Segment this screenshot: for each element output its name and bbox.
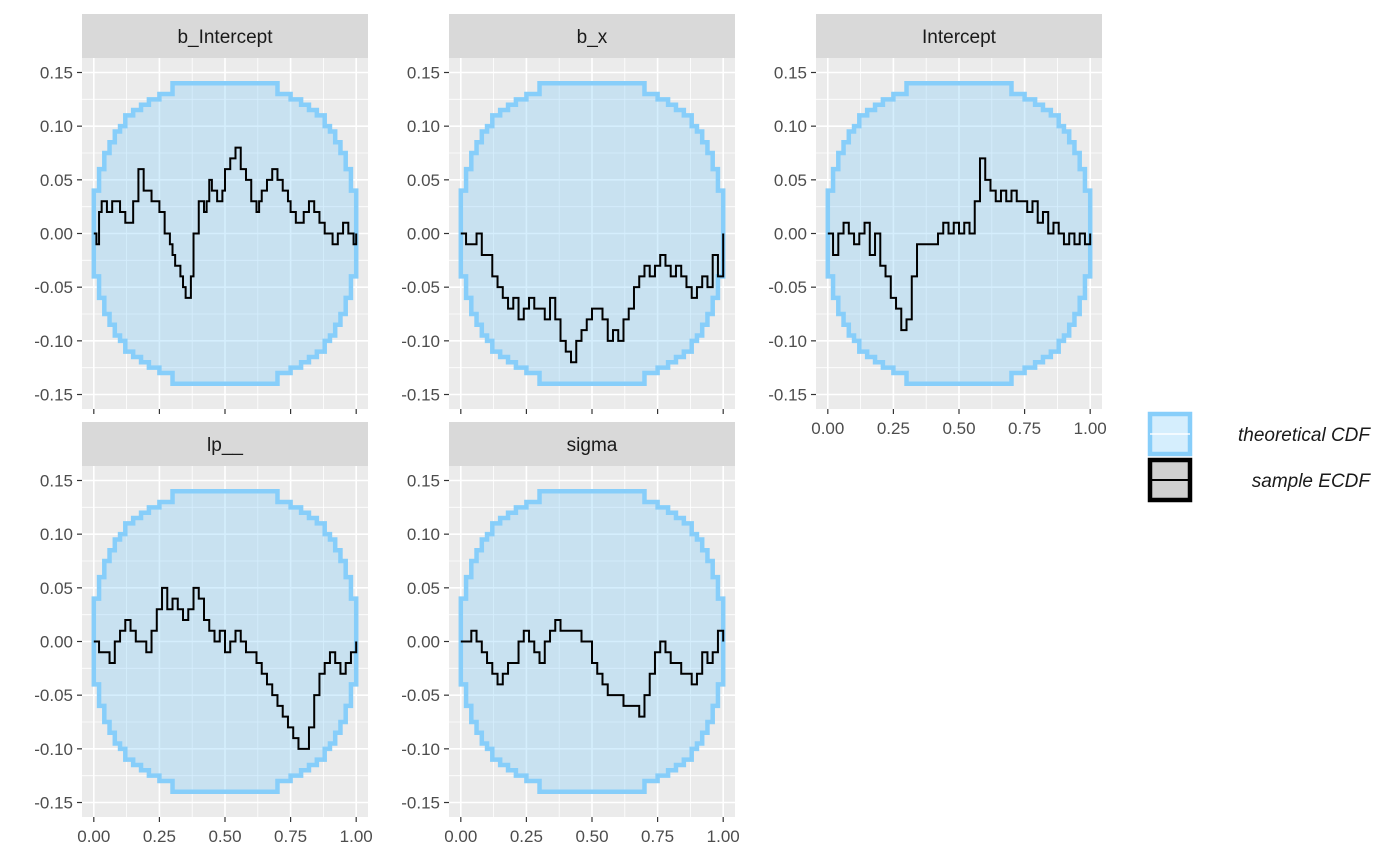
facet-strip: [449, 14, 735, 58]
y-tick-label: 0.05: [407, 171, 440, 190]
sample-ecdf-line: [460, 619, 725, 718]
x-tick-label: 0.50: [575, 827, 608, 846]
y-tick-label: 0.00: [40, 633, 73, 652]
y-tick-label: 0.00: [407, 225, 440, 244]
theoretical-cdf-band: [91, 80, 359, 387]
y-tick-label: 0.15: [407, 471, 440, 490]
facet-strip: [82, 422, 368, 466]
facet-panel: Intercept 0.15 0.10 0.05 0.00 -0.05 -0.10 -0.15…: [768, 14, 1107, 438]
x-tick-label: 1.00: [1074, 419, 1107, 438]
y-tick-label: 0.15: [40, 471, 73, 490]
facet-panel: b_Intercept 0.15 0.10 0.05 0.00 -0.05 -0.10 -0.…: [34, 14, 368, 414]
y-tick-label: -0.15: [401, 386, 440, 405]
facet-title: b_x: [577, 27, 608, 48]
x-tick-label: 0.75: [274, 827, 307, 846]
x-tick-label: 0.00: [811, 419, 844, 438]
y-tick-label: 0.05: [774, 171, 807, 190]
x-tick-label: 0.50: [942, 419, 975, 438]
x-tick-label: 1.00: [340, 827, 373, 846]
y-tick-label: 0.05: [407, 579, 440, 598]
legend: theoretical CDF sample ECDF: [1147, 411, 1372, 503]
legend-label: theoretical CDF: [1238, 425, 1371, 446]
y-tick-label: -0.10: [34, 332, 73, 351]
facet-strip: [449, 422, 735, 466]
x-tick-label: 0.25: [877, 419, 910, 438]
y-tick-label: -0.15: [401, 794, 440, 813]
x-tick-label: 0.50: [208, 827, 241, 846]
y-tick-label: -0.15: [34, 386, 73, 405]
facet-panel: sigma0.150.100.050.00-0.05-0.10-0.150.00…: [401, 422, 740, 846]
y-tick-label: -0.05: [401, 278, 440, 297]
y-tick-label: -0.05: [34, 278, 73, 297]
y-tick-label: -0.05: [34, 686, 73, 705]
y-tick-label: -0.05: [768, 278, 807, 297]
y-tick-label: 0.15: [40, 63, 73, 82]
y-tick-label: 0.15: [774, 63, 807, 82]
sample-ecdf-line: [460, 232, 725, 364]
facet-title: sigma: [567, 435, 618, 456]
facet-title: lp__: [207, 435, 243, 456]
y-tick-label: 0.10: [774, 117, 807, 136]
y-tick-label: 0.10: [40, 117, 73, 136]
facet-panel: lp__0.150.100.050.00-0.05-0.10-0.150.00 0…: [34, 422, 373, 846]
facet-strip: [816, 14, 1102, 58]
y-tick-label: -0.10: [401, 332, 440, 351]
y-tick-label: 0.10: [407, 525, 440, 544]
y-tick-label: 0.00: [774, 225, 807, 244]
y-tick-label: 0.10: [40, 525, 73, 544]
sample-ecdf-line: [827, 157, 1092, 332]
x-tick-label: 1.00: [707, 827, 740, 846]
facet-title: Intercept: [922, 27, 997, 48]
y-tick-label: -0.10: [768, 332, 807, 351]
x-tick-label: 0.75: [641, 827, 674, 846]
sample-ecdf-line: [93, 146, 358, 299]
x-tick-label: 0.25: [143, 827, 176, 846]
x-tick-label: 0.75: [1008, 419, 1041, 438]
y-tick-label: 0.10: [407, 117, 440, 136]
y-tick-label: 0.00: [407, 633, 440, 652]
y-tick-label: -0.10: [34, 740, 73, 759]
y-tick-label: -0.15: [768, 386, 807, 405]
facet-panel: b_x 0.15 0.10 0.05 0.00 -0.05 -0.10 -0.15: [401, 14, 735, 414]
x-tick-label: 0.00: [444, 827, 477, 846]
y-tick-label: 0.15: [407, 63, 440, 82]
theoretical-cdf-band: [458, 80, 726, 387]
facet-strip: [82, 14, 368, 58]
x-tick-label: 0.25: [510, 827, 543, 846]
y-tick-label: 0.00: [40, 225, 73, 244]
panels-layer: b_Intercept 0.15 0.10 0.05 0.00 -0.05 -0.10 -0.…: [34, 14, 1107, 846]
x-tick-label: 0.00: [77, 827, 110, 846]
legend-label: sample ECDF: [1252, 471, 1372, 492]
y-tick-label: -0.15: [34, 794, 73, 813]
facet-title: b_Intercept: [177, 27, 273, 48]
y-tick-label: -0.05: [401, 686, 440, 705]
y-tick-label: 0.05: [40, 171, 73, 190]
y-tick-label: -0.10: [401, 740, 440, 759]
y-tick-label: 0.05: [40, 579, 73, 598]
sample-ecdf-line: [93, 586, 358, 750]
